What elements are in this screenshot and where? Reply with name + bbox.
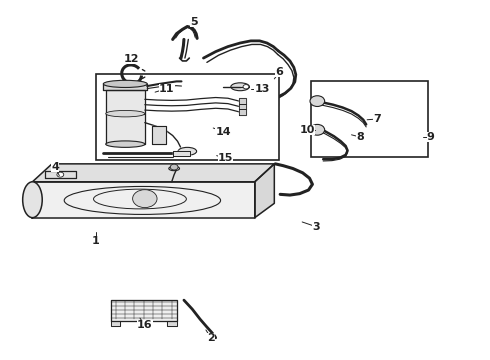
Polygon shape bbox=[45, 171, 76, 178]
Polygon shape bbox=[111, 320, 121, 326]
Polygon shape bbox=[239, 109, 246, 115]
Text: 11: 11 bbox=[159, 84, 174, 94]
Text: 7: 7 bbox=[373, 114, 381, 124]
Text: 16: 16 bbox=[137, 320, 153, 330]
Polygon shape bbox=[32, 182, 255, 218]
Text: 6: 6 bbox=[275, 67, 283, 77]
Text: 15: 15 bbox=[218, 153, 233, 163]
Polygon shape bbox=[269, 98, 278, 105]
Ellipse shape bbox=[106, 111, 145, 117]
Text: 1: 1 bbox=[92, 236, 100, 246]
Text: 14: 14 bbox=[215, 127, 231, 136]
Text: 10: 10 bbox=[300, 125, 315, 135]
Circle shape bbox=[57, 172, 64, 177]
Ellipse shape bbox=[103, 80, 147, 87]
Ellipse shape bbox=[169, 166, 179, 171]
Polygon shape bbox=[106, 90, 145, 144]
Circle shape bbox=[310, 125, 325, 135]
Ellipse shape bbox=[23, 182, 42, 218]
Text: 2: 2 bbox=[207, 333, 215, 343]
Ellipse shape bbox=[178, 147, 196, 155]
Circle shape bbox=[133, 190, 157, 208]
Polygon shape bbox=[111, 300, 176, 320]
Circle shape bbox=[243, 85, 249, 89]
Ellipse shape bbox=[106, 141, 145, 147]
Polygon shape bbox=[32, 164, 274, 182]
Text: 4: 4 bbox=[51, 162, 59, 172]
Polygon shape bbox=[152, 126, 166, 144]
Text: 8: 8 bbox=[356, 132, 364, 142]
Bar bbox=[96, 74, 279, 160]
Text: 3: 3 bbox=[312, 222, 319, 231]
Text: 13: 13 bbox=[254, 84, 270, 94]
Text: 12: 12 bbox=[124, 54, 139, 64]
Ellipse shape bbox=[231, 83, 249, 91]
Circle shape bbox=[170, 164, 178, 170]
Polygon shape bbox=[167, 320, 176, 326]
Bar bbox=[311, 81, 428, 157]
Text: 9: 9 bbox=[427, 132, 435, 142]
Circle shape bbox=[310, 96, 325, 107]
Polygon shape bbox=[103, 84, 147, 90]
Polygon shape bbox=[239, 98, 246, 104]
Polygon shape bbox=[255, 164, 274, 218]
Polygon shape bbox=[239, 104, 246, 109]
Text: 5: 5 bbox=[190, 17, 197, 27]
Polygon shape bbox=[172, 150, 190, 156]
